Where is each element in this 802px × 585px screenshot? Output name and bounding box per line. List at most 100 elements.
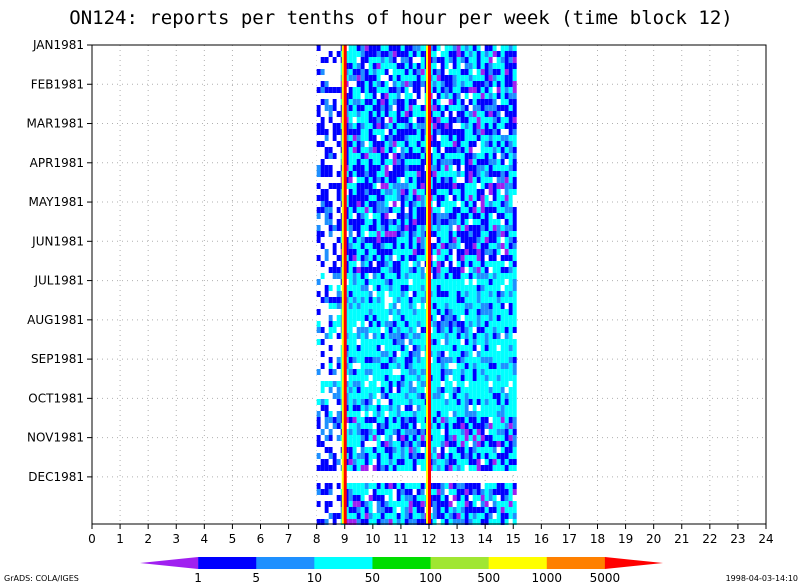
heat-cell	[324, 441, 329, 447]
heat-cell	[320, 219, 325, 225]
heat-cell	[460, 417, 465, 423]
heat-cell	[448, 231, 453, 237]
heat-cell	[444, 393, 449, 399]
heat-cell	[396, 225, 401, 231]
heat-cell	[364, 291, 369, 297]
heat-cell	[512, 249, 517, 255]
heat-cell	[400, 231, 405, 237]
heat-cell	[316, 513, 321, 519]
heat-cell	[480, 171, 485, 177]
heat-cell	[432, 219, 437, 225]
heat-cell	[444, 51, 449, 57]
heat-cell	[408, 423, 413, 429]
heat-cell	[416, 309, 421, 315]
heat-cell	[488, 51, 493, 57]
heat-cell	[488, 63, 493, 69]
heat-cell	[480, 357, 485, 363]
heat-cell	[376, 297, 381, 303]
heat-cell	[328, 231, 333, 237]
heat-cell	[476, 303, 481, 309]
heat-cell	[392, 507, 397, 513]
heat-cell	[352, 411, 357, 417]
heat-cell	[476, 213, 481, 219]
heat-cell	[436, 273, 441, 279]
x-tick-label: 24	[758, 532, 773, 546]
heat-cell	[332, 183, 337, 189]
heat-cell	[456, 339, 461, 345]
heat-cell	[416, 159, 421, 165]
heat-cell	[460, 105, 465, 111]
heat-cell	[324, 165, 329, 171]
heat-cell	[376, 279, 381, 285]
heat-cell	[440, 387, 445, 393]
heat-cell	[408, 417, 413, 423]
heat-cell	[368, 231, 373, 237]
heat-cell	[484, 129, 489, 135]
heat-cell	[484, 237, 489, 243]
heat-cell	[356, 411, 361, 417]
heat-cell	[508, 369, 513, 375]
heat-cell	[384, 285, 389, 291]
heat-cell	[316, 183, 321, 189]
heat-cell	[452, 327, 457, 333]
heat-cell	[356, 339, 361, 345]
heat-cell	[408, 513, 413, 519]
heat-cell	[336, 429, 341, 435]
heat-cell	[320, 309, 325, 315]
heat-cell	[328, 333, 333, 339]
heat-cell	[476, 351, 481, 357]
heat-cell	[400, 399, 405, 405]
heat-cell	[348, 195, 353, 201]
heat-cell	[452, 51, 457, 57]
heat-cell	[336, 165, 341, 171]
heat-cell	[392, 405, 397, 411]
heat-cell	[392, 429, 397, 435]
heat-cell	[416, 147, 421, 153]
heat-cell	[328, 93, 333, 99]
heat-cell	[500, 231, 505, 237]
heat-cell	[512, 285, 517, 291]
heat-cell	[368, 261, 373, 267]
heat-cell	[380, 129, 385, 135]
heat-cell	[360, 105, 365, 111]
heat-cell	[400, 45, 405, 51]
heat-cell	[352, 183, 357, 189]
heat-cell	[404, 501, 409, 507]
heat-cell	[504, 159, 509, 165]
heat-cell	[332, 81, 337, 87]
heat-cell	[336, 63, 341, 69]
heat-cell	[448, 177, 453, 183]
heat-cell	[368, 267, 373, 273]
heat-cell	[332, 75, 337, 81]
heat-cell	[420, 495, 425, 501]
heat-cell	[324, 201, 329, 207]
heat-cell	[400, 99, 405, 105]
heat-cell	[420, 387, 425, 393]
heat-cell	[512, 381, 517, 387]
heat-cell	[412, 147, 417, 153]
heat-cell	[488, 45, 493, 51]
heat-cell	[332, 453, 337, 459]
heat-cell	[508, 435, 513, 441]
heat-cell	[372, 117, 377, 123]
heat-cell	[436, 267, 441, 273]
heat-cell	[416, 267, 421, 273]
heat-cell	[388, 453, 393, 459]
heat-cell	[332, 237, 337, 243]
heat-cell	[328, 453, 333, 459]
heat-cell	[440, 375, 445, 381]
heat-cell	[500, 339, 505, 345]
heat-cell	[452, 297, 457, 303]
heat-cell	[508, 111, 513, 117]
heat-cell	[508, 429, 513, 435]
heat-cell	[464, 75, 469, 81]
heat-cell	[484, 387, 489, 393]
heat-cell	[460, 57, 465, 63]
heat-cell	[352, 63, 357, 69]
heat-cell	[316, 507, 321, 513]
heat-cell	[404, 135, 409, 141]
heat-cell	[320, 267, 325, 273]
heat-cell	[512, 123, 517, 129]
heat-cell	[384, 519, 389, 525]
heat-cell	[432, 417, 437, 423]
